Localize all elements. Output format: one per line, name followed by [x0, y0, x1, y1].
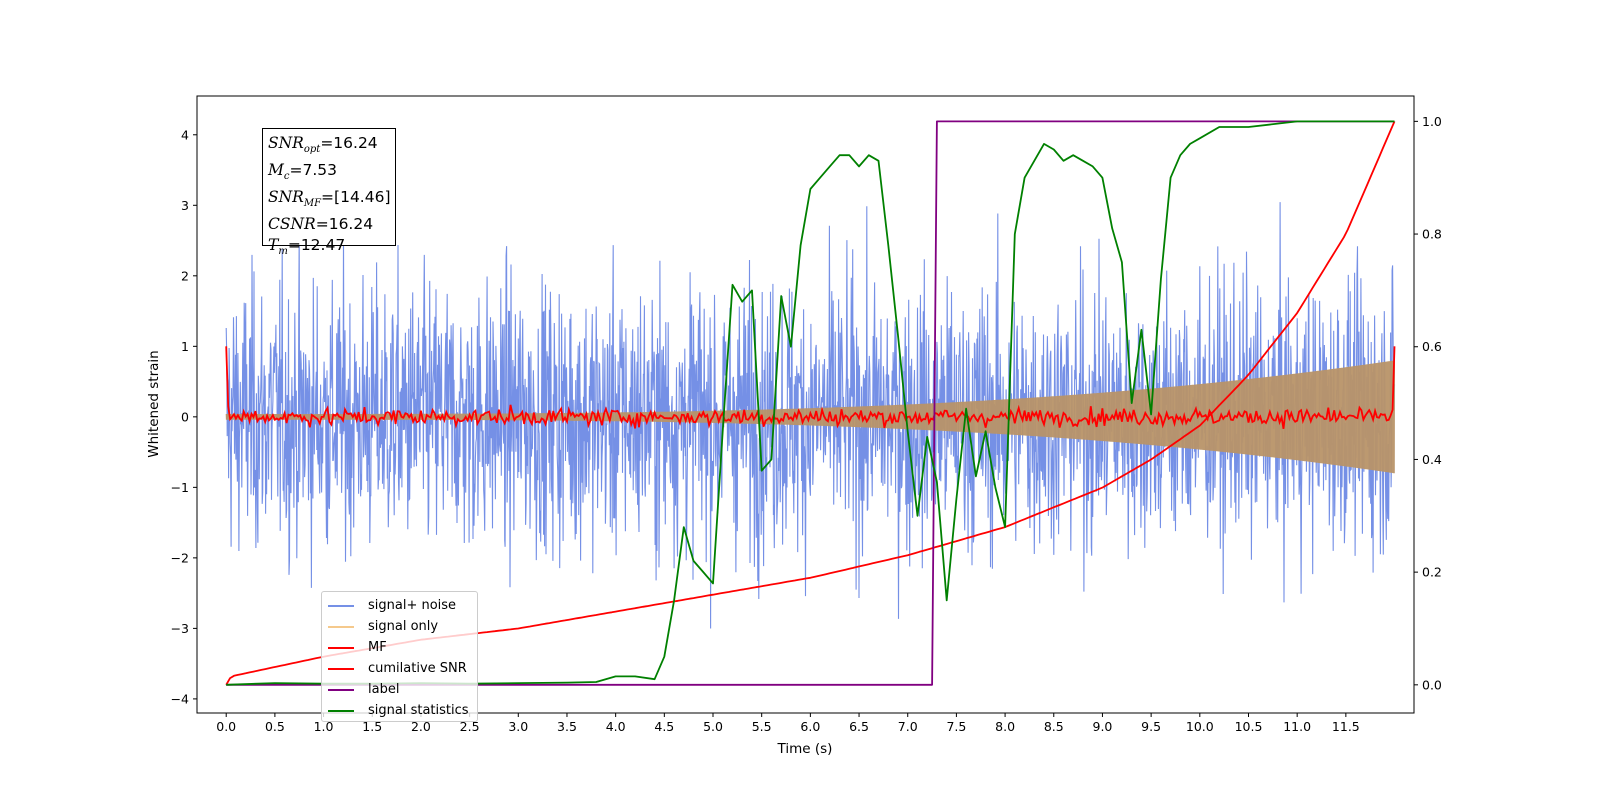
- x-tick-label: 6.0: [800, 719, 820, 734]
- y-right-tick-label: 0.6: [1422, 339, 1442, 354]
- mc-row: Mc=7.53: [268, 160, 390, 187]
- x-tick-label: 11.5: [1332, 719, 1360, 734]
- snr-mf-sub: MF: [303, 198, 322, 210]
- legend-swatch-cumulative-snr: [328, 667, 354, 670]
- tm-label: T: [268, 236, 279, 255]
- y-left-tick-label: 0: [181, 409, 189, 424]
- snr-opt-sub: opt: [303, 144, 321, 156]
- x-axis-label: Time (s): [777, 741, 833, 757]
- y-right-tick-label: 0.0: [1422, 677, 1442, 692]
- x-tick-label: 10.5: [1235, 719, 1263, 734]
- snr-opt-label: SNR: [268, 134, 304, 152]
- x-tick-label: 3.0: [508, 719, 528, 734]
- y-left-tick-label: 4: [181, 127, 189, 142]
- metrics-info-box: SNRopt=16.24 Mc=7.53 SNRMF=[14.46] CSNR=…: [262, 128, 396, 257]
- series-signal-statistics: [226, 120, 1395, 686]
- plot-frame: [196, 95, 1415, 714]
- y-right-tick-label: 0.2: [1422, 565, 1442, 580]
- x-tick-label: 0.0: [216, 719, 236, 734]
- x-tick-label: 2.5: [460, 719, 480, 734]
- y-left-tick-label: −1: [171, 480, 189, 495]
- csnr-value: =16.24: [315, 215, 374, 234]
- legend-item-label: label: [328, 679, 471, 700]
- mc-value: =7.53: [289, 161, 337, 180]
- y-axis-left: −4 −3 −2 −1 0 1 2 3 4: [171, 127, 197, 706]
- y-left-tick-label: 3: [181, 198, 189, 213]
- snr-mf-value: =[14.46]: [321, 188, 391, 207]
- y-left-tick-label: −2: [171, 550, 189, 565]
- legend-label-cumulative-snr: cumilative SNR: [368, 661, 467, 676]
- legend-swatch-signal-noise: [328, 604, 354, 607]
- y-left-tick-label: −3: [171, 621, 189, 636]
- legend-item-mf: MF: [328, 637, 471, 658]
- y-axis-label: Whitened strain: [146, 350, 162, 457]
- x-tick-label: 4.0: [606, 719, 626, 734]
- x-tick-label: 5.5: [752, 719, 772, 734]
- series-label: [226, 120, 1395, 686]
- y-left-tick-label: −4: [171, 691, 189, 706]
- legend-swatch-mf: [328, 646, 354, 649]
- legend-item-signal-statistics: signal statistics: [328, 700, 471, 721]
- legend-item-signal-noise: signal+ noise: [328, 595, 471, 616]
- x-tick-label: 7.0: [898, 719, 918, 734]
- csnr-label: CSNR: [268, 215, 316, 234]
- y-axis-right: 0.0 0.2 0.4 0.6 0.8 1.0: [1414, 114, 1442, 692]
- x-tick-label: 8.5: [1044, 719, 1064, 734]
- x-tick-label: 1.5: [362, 719, 382, 734]
- series-signal-noise: [225, 202, 1396, 629]
- csnr-row: CSNR=16.24: [268, 214, 390, 235]
- y-left-tick-label: 2: [181, 268, 189, 283]
- x-tick-label: 1.0: [314, 719, 334, 734]
- x-tick-label: 9.5: [1141, 719, 1161, 734]
- legend: signal+ noise signal only MF cumilative …: [321, 591, 478, 722]
- x-tick-label: 9.0: [1093, 719, 1113, 734]
- x-tick-label: 10.0: [1186, 719, 1214, 734]
- series-mf: [225, 346, 1396, 429]
- snr-opt-row: SNRopt=16.24: [268, 133, 390, 160]
- legend-swatch-signal-only: [328, 625, 354, 628]
- tm-sub: m: [278, 246, 288, 258]
- x-tick-label: 3.5: [557, 719, 577, 734]
- x-axis: 0.0 0.5 1.0 1.5 2.0 2.5 3.0 3.5 4.0 4.5 5.0 5.5 6.0 6…: [216, 713, 1360, 734]
- legend-label-signal-only: signal only: [368, 619, 439, 634]
- x-tick-label: 7.5: [946, 719, 966, 734]
- x-tick-label: 6.5: [849, 719, 869, 734]
- x-tick-label: 11.0: [1283, 719, 1311, 734]
- snr-mf-row: SNRMF=[14.46]: [268, 187, 391, 214]
- mc-label: M: [268, 161, 284, 180]
- x-tick-label: 8.0: [995, 719, 1015, 734]
- legend-label-signal-statistics: signal statistics: [368, 703, 469, 718]
- x-tick-label: 2.0: [411, 719, 431, 734]
- x-tick-label: 5.0: [703, 719, 723, 734]
- x-tick-label: 0.5: [265, 719, 285, 734]
- snr-opt-value: =16.24: [320, 134, 378, 152]
- y-left-tick-label: 1: [181, 339, 189, 354]
- y-right-tick-label: 0.4: [1422, 452, 1442, 467]
- legend-item-cumulative-snr: cumilative SNR: [328, 658, 471, 679]
- y-right-tick-label: 1.0: [1422, 114, 1442, 129]
- x-tick-label: 4.5: [654, 719, 674, 734]
- tm-value: =12.47: [287, 236, 346, 255]
- legend-swatch-signal-statistics: [328, 709, 354, 712]
- legend-item-signal-only: signal only: [328, 616, 471, 637]
- legend-label-mf: MF: [368, 640, 387, 655]
- tm-row: Tm=12.47: [268, 235, 390, 262]
- mc-sub: c: [283, 171, 290, 183]
- y-right-tick-label: 0.8: [1422, 227, 1442, 242]
- legend-label-label: label: [368, 682, 400, 697]
- legend-swatch-label: [328, 688, 354, 691]
- legend-label-signal-noise: signal+ noise: [368, 598, 457, 613]
- snr-mf-label: SNR: [268, 188, 304, 207]
